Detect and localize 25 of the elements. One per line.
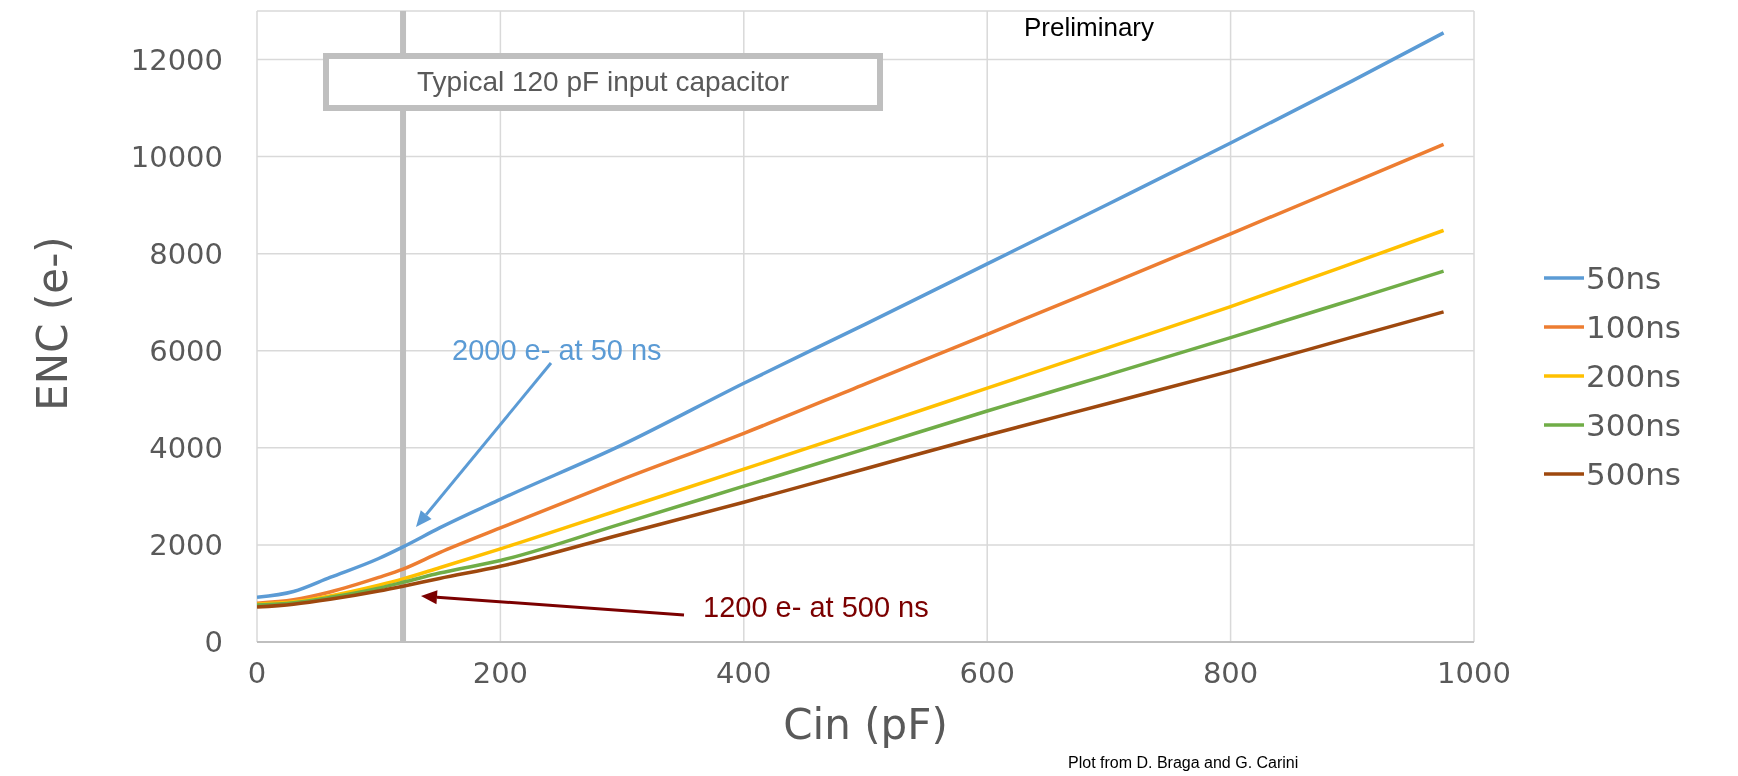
annotation: Preliminary: [1024, 12, 1155, 43]
legend-label: 200ns: [1586, 357, 1681, 394]
y-axis-title: ENC (e-): [27, 234, 77, 413]
x-tick-label: 400: [716, 655, 772, 690]
legend-label: 500ns: [1586, 455, 1681, 492]
legend-label: 100ns: [1586, 308, 1681, 345]
y-tick-label: 8000: [149, 236, 223, 271]
annotation: 2000 e- at 50 ns: [452, 334, 662, 367]
x-tick-label: 0: [247, 655, 267, 690]
x-tick-label: 600: [959, 655, 1015, 690]
y-tick-label: 12000: [130, 42, 223, 77]
legend-label: 50ns: [1586, 259, 1662, 296]
x-tick-label: 200: [472, 655, 529, 690]
y-tick-label: 2000: [149, 528, 223, 563]
x-axis-title: Cin (pF): [782, 700, 949, 749]
y-tick-label: 10000: [130, 139, 223, 174]
x-tick-label: 1000: [1437, 655, 1511, 690]
legend-label: 300ns: [1586, 406, 1681, 443]
x-tick-label: 800: [1202, 655, 1259, 690]
y-tick-label: 0: [204, 625, 223, 660]
callout-box: Typical 120 pF input capacitor: [323, 53, 884, 111]
y-tick-label: 4000: [149, 431, 223, 466]
y-tick-label: 6000: [149, 334, 223, 369]
annotation: 1200 e- at 500 ns: [703, 591, 929, 624]
text: Plot from D. Braga and G. Carini: [1068, 754, 1299, 772]
